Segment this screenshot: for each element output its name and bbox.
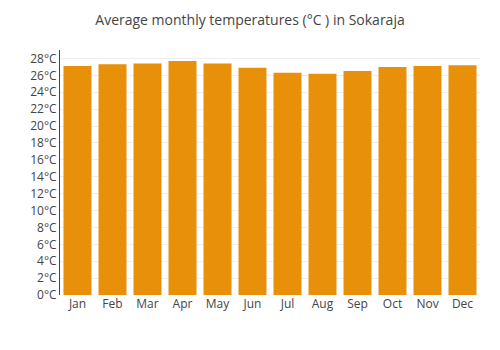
svg-text:Sep: Sep [347,295,368,312]
svg-text:Jan: Jan [68,295,86,312]
svg-text:8°C: 8°C [37,219,57,236]
svg-text:20°C: 20°C [30,117,57,134]
svg-text:28°C: 28°C [30,50,57,67]
svg-text:Jun: Jun [243,295,262,312]
svg-text:Nov: Nov [416,295,438,312]
svg-text:Jul: Jul [280,295,295,312]
svg-text:0°C: 0°C [37,286,57,303]
svg-text:18°C: 18°C [30,134,57,151]
svg-text:16°C: 16°C [30,151,57,168]
svg-text:Dec: Dec [452,295,473,312]
svg-text:24°C: 24°C [30,83,57,100]
svg-text:4°C: 4°C [37,252,57,269]
svg-text:Mar: Mar [136,295,158,312]
svg-text:Apr: Apr [173,295,193,312]
svg-text:14°C: 14°C [30,168,57,185]
svg-text:22°C: 22°C [30,100,57,117]
svg-text:Feb: Feb [102,295,122,312]
svg-text:Average monthly temperatures (: Average monthly temperatures (°C ) in So… [95,10,404,29]
svg-text:2°C: 2°C [37,269,57,286]
svg-text:10°C: 10°C [30,202,57,219]
svg-text:6°C: 6°C [37,236,57,253]
svg-text:12°C: 12°C [30,185,57,202]
svg-text:26°C: 26°C [30,67,57,84]
svg-text:May: May [206,295,230,312]
svg-text:Aug: Aug [312,295,334,312]
svg-text:Oct: Oct [383,295,402,312]
